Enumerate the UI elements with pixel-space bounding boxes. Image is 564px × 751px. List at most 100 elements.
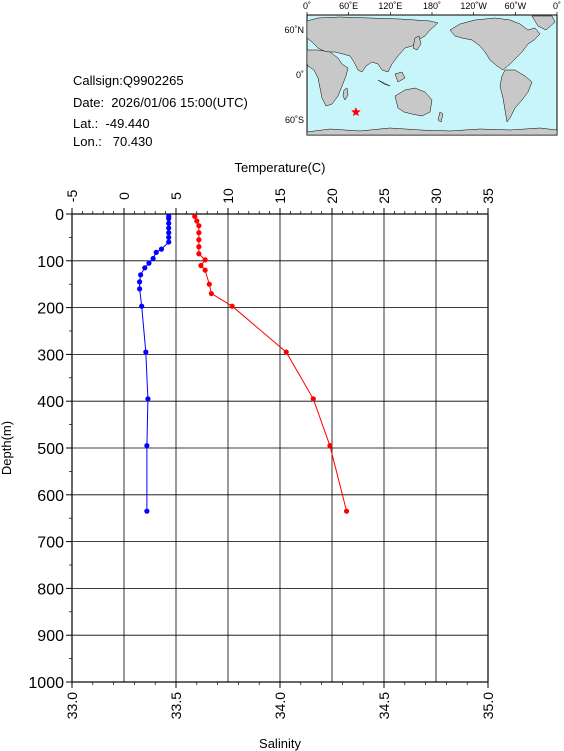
temperature-axis-label: Temperature(C) xyxy=(234,160,325,175)
temperature-data-point xyxy=(166,216,172,222)
temperature-data-point xyxy=(137,286,143,292)
land-antarctica xyxy=(306,127,558,136)
depth-tick-label: 400 xyxy=(37,394,64,411)
land-eurasia xyxy=(306,16,439,73)
temperature-data-point xyxy=(142,265,148,271)
temperature-data-point xyxy=(139,303,145,309)
temperature-tick-label: 25 xyxy=(376,188,392,204)
date-text: Date: 2026/01/06 15:00(UTC) xyxy=(73,95,248,110)
star-icon xyxy=(351,107,361,117)
salinity-axis-label: Salinity xyxy=(259,736,301,751)
depth-tick-label: 100 xyxy=(37,254,64,271)
salinity-profile-line xyxy=(194,216,348,512)
land-borneo xyxy=(394,71,406,83)
map-latitude-label: 60˚S xyxy=(285,115,304,125)
map-longitude-label: 0˚ xyxy=(303,1,311,11)
temperature-data-point xyxy=(150,255,156,262)
land-madagascar xyxy=(342,87,349,101)
plot-frame xyxy=(71,213,489,683)
temperature-data-point xyxy=(146,260,152,266)
temperature-tick-label: 15 xyxy=(272,188,288,204)
depth-tick-label: 900 xyxy=(37,628,64,645)
depth-tick-label: 0 xyxy=(55,207,64,224)
temperature-tick-label: 30 xyxy=(428,188,444,204)
temperature-data-point xyxy=(166,239,172,245)
temperature-tick-label: 35 xyxy=(480,188,496,204)
temperature-data-point xyxy=(153,249,159,255)
salinity-data-point xyxy=(198,262,204,269)
map-longitude-label: 180˚ xyxy=(423,1,441,11)
temperature-data-point xyxy=(145,396,151,402)
map-longitude-label: 60˚E xyxy=(339,1,358,11)
map-latitude-labels: 60˚N 0˚ 60˚S xyxy=(284,25,304,125)
temperature-tick-label: 20 xyxy=(324,188,340,204)
salinity-tick-label: 34.5 xyxy=(376,692,392,719)
depth-axis-label: Depth(m) xyxy=(0,421,14,475)
salinity-data-point xyxy=(229,303,235,309)
callsign-text: Callsign:Q9902265 xyxy=(73,73,184,88)
salinity-data-point xyxy=(196,251,202,257)
salinity-data-point xyxy=(206,281,212,287)
salinity-data-point xyxy=(202,257,208,263)
land-africa xyxy=(306,49,349,107)
chart-grid xyxy=(72,214,488,682)
salinity-data-point xyxy=(196,237,202,243)
location-map: 0˚ 60˚E 120˚E 180˚ 120˚W 60˚W 0˚ 60˚N 0˚ 60˚S xyxy=(284,1,561,136)
map-longitude-labels: 0˚ 60˚E 120˚E 180˚ 120˚W 60˚W 0˚ xyxy=(303,1,561,15)
salinity-data-point xyxy=(192,213,198,219)
temperature-data-point xyxy=(166,225,172,231)
temperature-data-point xyxy=(166,230,172,236)
map-latitude-label: 60˚N xyxy=(284,25,304,35)
salinity-data-point xyxy=(196,244,202,250)
salinity-data-point xyxy=(310,396,316,402)
salinity-data-point xyxy=(194,218,200,224)
land-new-zealand xyxy=(437,111,444,123)
map-longitude-label: 0˚ xyxy=(553,1,561,11)
temperature-tick-label: 0 xyxy=(116,192,132,200)
temperature-data-point xyxy=(144,443,150,449)
salinity-axis: 33.0 33.5 34.0 34.5 35.0 xyxy=(64,682,496,719)
land-greenland xyxy=(531,15,556,31)
temperature-data-point xyxy=(166,213,172,219)
salinity-data-point xyxy=(196,223,202,229)
salinity-tick-label: 35.0 xyxy=(480,692,496,719)
depth-tick-label: 600 xyxy=(37,488,64,505)
land-australia xyxy=(394,87,433,117)
salinity-data-point xyxy=(343,508,350,514)
temperature-data-point xyxy=(138,272,144,278)
salinity-data-point xyxy=(283,349,289,355)
depth-axis: 0 100 200 300 400 500 600 700 800 900 1000 xyxy=(28,207,72,692)
land-north-america xyxy=(449,17,541,71)
map-longitude-label: 120˚W xyxy=(460,1,487,11)
land-south-america xyxy=(499,69,533,123)
temperature-data-point xyxy=(143,349,149,355)
salinity-tick-label: 34.0 xyxy=(272,692,288,719)
temperature-data-point xyxy=(158,246,165,252)
salinity-data-point xyxy=(196,230,202,236)
salinity-tick-label: 33.0 xyxy=(64,692,80,719)
salinity-data-point xyxy=(202,267,208,273)
longitude-text: Lon.: 70.430 xyxy=(73,134,153,149)
land-japan xyxy=(412,35,422,51)
temperature-data-point xyxy=(166,220,172,226)
map-land xyxy=(306,15,558,136)
temperature-axis: -5 0 5 10 15 20 25 30 35 xyxy=(64,188,496,214)
depth-tick-label: 300 xyxy=(37,347,64,364)
depth-tick-label: 700 xyxy=(37,535,64,552)
map-longitude-label: 60˚W xyxy=(505,1,527,11)
temperature-data-point xyxy=(166,234,172,240)
depth-tick-label: 500 xyxy=(37,441,64,458)
land-sumatra xyxy=(377,79,391,87)
temperature-profile-line xyxy=(139,216,170,512)
map-latitude-label: 0˚ xyxy=(296,70,304,80)
salinity-data-point xyxy=(327,443,333,449)
latitude-text: Lat.: -49.440 xyxy=(73,116,150,131)
salinity-tick-label: 33.5 xyxy=(168,692,184,719)
temperature-tick-label: 10 xyxy=(220,188,236,204)
salinity-data-point xyxy=(208,290,214,297)
temperature-tick-label: -5 xyxy=(64,190,80,203)
temperature-data-point xyxy=(144,508,150,514)
depth-tick-label: 800 xyxy=(37,581,64,598)
map-longitude-label: 120˚E xyxy=(378,1,402,11)
temperature-tick-label: 5 xyxy=(168,192,184,200)
